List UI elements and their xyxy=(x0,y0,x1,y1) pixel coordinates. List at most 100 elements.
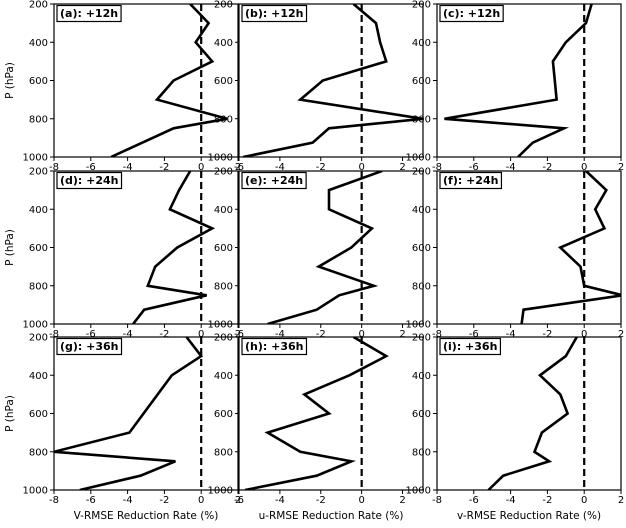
y-tick-label: 800 xyxy=(214,281,233,292)
y-tick-label: 200 xyxy=(412,0,431,11)
y-tick-label: 600 xyxy=(29,243,48,254)
panel-label: (e): +24h xyxy=(245,174,303,187)
x-tick-label: -2 xyxy=(316,495,326,506)
x-tick-label: 0 xyxy=(581,329,587,340)
x-tick-label: -8 xyxy=(49,495,59,506)
panel-h: -6 -4 -2 0 2 200 400 600 800 1000 (h): +36h u-RMSE … xyxy=(208,333,424,522)
series-line xyxy=(244,337,389,490)
y-tick-label: 600 xyxy=(29,76,48,87)
series-line xyxy=(242,4,423,157)
y-tick-label: 600 xyxy=(214,243,233,254)
x-tick-label: 0 xyxy=(198,162,204,173)
x-tick-label: -8 xyxy=(49,162,59,173)
x-tick-label: -4 xyxy=(506,495,516,506)
series-line xyxy=(132,171,216,324)
y-tick-label: 200 xyxy=(214,0,233,11)
y-tick-label: 800 xyxy=(29,447,48,458)
panel-a: -8 -6 -4 -2 0 2 200 400 600 800 1000 (a): +12h P (hP… xyxy=(4,0,241,173)
y-tick-label: 200 xyxy=(412,333,431,344)
x-tick-label: -2 xyxy=(542,495,552,506)
y-tick-label: 400 xyxy=(412,38,431,49)
x-tick-label: 2 xyxy=(235,162,241,173)
y-axis-title: P (hPa) xyxy=(4,62,16,99)
x-tick-label: -4 xyxy=(123,162,133,173)
x-axis-title: u-RMSE Reduction Rate (%) xyxy=(259,510,404,522)
x-tick-label: 0 xyxy=(198,495,204,506)
y-tick-label: 200 xyxy=(29,333,48,344)
x-tick-label: 2 xyxy=(618,495,624,506)
y-tick-label: 1000 xyxy=(208,486,233,497)
series-line xyxy=(520,171,621,324)
x-tick-label: -4 xyxy=(506,162,516,173)
y-tick-label: 1000 xyxy=(23,153,48,164)
x-tick-label: 0 xyxy=(581,162,587,173)
x-tick-label: -6 xyxy=(469,329,479,340)
x-tick-label: -2 xyxy=(542,162,552,173)
y-tick-label: 1000 xyxy=(406,320,431,331)
x-axis-title: V-RMSE Reduction Rate (%) xyxy=(74,510,219,522)
panel-c: -8 -6 -4 -2 0 2 200 400 600 800 1000 (c): +12h xyxy=(406,0,625,173)
x-axis-title: v-RMSE Reduction Rate (%) xyxy=(457,510,601,522)
y-tick-label: 800 xyxy=(29,114,48,125)
y-tick-label: 600 xyxy=(214,409,233,420)
panel-label-box xyxy=(56,171,123,190)
y-axis-title: P (hPa) xyxy=(4,229,16,266)
x-tick-label: 0 xyxy=(198,329,204,340)
panel-label-box xyxy=(241,171,307,190)
panel-label: (g): +36h xyxy=(60,340,119,353)
y-tick-label: 400 xyxy=(412,205,431,216)
panel-label: (f): +24h xyxy=(443,174,498,187)
x-tick-label: -6 xyxy=(234,162,244,173)
x-tick-label: -6 xyxy=(234,329,244,340)
panel-label: (a): +12h xyxy=(60,7,118,20)
y-axis-title: P (hPa) xyxy=(4,395,16,432)
x-tick-label: 2 xyxy=(399,495,405,506)
panel-g: -8 -6 -4 -2 0 2 200 400 600 800 1000 (g): +36h P (hP… xyxy=(4,333,241,523)
panel-label: (i): +36h xyxy=(443,340,497,353)
y-tick-label: 200 xyxy=(214,167,233,178)
axes-frame xyxy=(436,170,622,325)
x-tick-label: 2 xyxy=(618,329,624,340)
y-tick-label: 600 xyxy=(412,409,431,420)
panel-label-box xyxy=(56,337,123,356)
x-tick-label: -6 xyxy=(469,495,479,506)
x-tick-label: 2 xyxy=(618,162,624,173)
series-line xyxy=(487,337,578,490)
x-tick-label: -8 xyxy=(432,329,442,340)
x-tick-label: -6 xyxy=(469,162,479,173)
y-tick-label: 600 xyxy=(29,409,48,420)
panel-label: (b): +12h xyxy=(245,7,304,20)
panel-label-box xyxy=(439,337,502,356)
x-tick-label: 2 xyxy=(399,162,405,173)
y-tick-label: 600 xyxy=(412,76,431,87)
y-tick-label: 400 xyxy=(29,205,48,216)
y-tick-label: 800 xyxy=(412,447,431,458)
x-tick-label: -8 xyxy=(49,329,59,340)
y-tick-label: 400 xyxy=(214,38,233,49)
y-tick-label: 600 xyxy=(214,76,233,87)
y-tick-label: 1000 xyxy=(406,153,431,164)
y-tick-label: 1000 xyxy=(406,486,431,497)
y-tick-label: 1000 xyxy=(23,486,48,497)
series-line xyxy=(110,4,228,157)
panel-i: -8 -6 -4 -2 0 2 200 400 600 800 1000 (i): +36h v-RMS… xyxy=(406,333,625,523)
y-tick-label: 800 xyxy=(29,281,48,292)
axes-frame xyxy=(53,3,239,158)
panel-label-box xyxy=(56,4,122,23)
x-tick-label: 2 xyxy=(235,329,241,340)
x-tick-label: -6 xyxy=(234,495,244,506)
axes-frame xyxy=(53,336,239,491)
x-tick-label: 0 xyxy=(358,495,364,506)
x-tick-label: -4 xyxy=(123,495,133,506)
y-tick-label: 400 xyxy=(29,371,48,382)
x-tick-label: -4 xyxy=(275,329,285,340)
series-line xyxy=(267,171,383,324)
y-tick-label: 1000 xyxy=(208,153,233,164)
y-tick-label: 800 xyxy=(214,447,233,458)
y-tick-label: 400 xyxy=(29,38,48,49)
y-tick-label: 200 xyxy=(214,333,233,344)
y-tick-label: 800 xyxy=(412,114,431,125)
axes-frame xyxy=(238,3,424,158)
